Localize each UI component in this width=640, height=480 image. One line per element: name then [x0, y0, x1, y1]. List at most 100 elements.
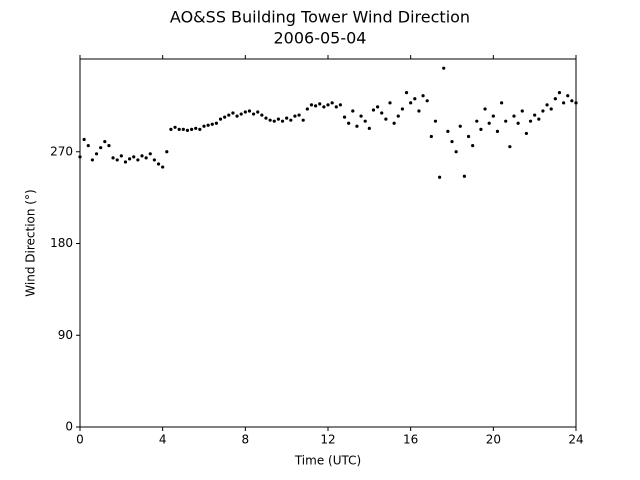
chart-subtitle: 2006-05-04: [274, 29, 367, 48]
point: [520, 109, 524, 113]
point: [136, 158, 140, 162]
point: [537, 117, 541, 121]
point: [413, 97, 417, 101]
point: [218, 117, 223, 121]
point: [466, 134, 471, 139]
x-tick-label: 4: [159, 433, 167, 447]
point: [442, 66, 446, 70]
point: [491, 114, 495, 118]
point: [206, 123, 210, 127]
point: [194, 126, 198, 130]
plot-frame: [79, 58, 577, 428]
point: [99, 146, 103, 150]
point: [380, 111, 384, 115]
point: [86, 144, 90, 148]
point: [330, 101, 334, 105]
point: [541, 109, 545, 113]
point: [363, 119, 367, 123]
point: [301, 118, 305, 122]
point: [210, 122, 214, 126]
x-tick-label: 24: [568, 433, 583, 447]
point: [342, 115, 347, 119]
point: [235, 114, 239, 118]
point: [417, 109, 421, 113]
point: [152, 158, 156, 162]
point: [231, 111, 235, 115]
point: [214, 121, 218, 125]
point: [268, 118, 272, 122]
point: [309, 103, 314, 107]
point: [487, 121, 491, 125]
point: [409, 101, 413, 105]
point: [553, 97, 557, 101]
point: [359, 114, 363, 118]
point: [384, 117, 388, 121]
point: [528, 119, 533, 123]
point: [516, 121, 520, 125]
point: [462, 174, 466, 178]
point: [243, 110, 247, 114]
point: [202, 124, 206, 128]
point: [123, 160, 128, 164]
x-tick-label: 16: [403, 433, 418, 447]
point: [533, 113, 537, 117]
point: [247, 109, 252, 113]
point: [400, 107, 404, 111]
point: [351, 109, 355, 113]
point: [256, 110, 260, 114]
chart-title: AO&SS Building Tower Wind Direction: [170, 8, 470, 27]
point: [322, 105, 326, 109]
point: [198, 127, 202, 131]
point: [471, 144, 475, 148]
point: [140, 154, 144, 158]
point: [392, 121, 396, 125]
point: [495, 129, 500, 133]
point: [190, 127, 194, 131]
point: [508, 145, 512, 149]
point: [483, 107, 487, 111]
x-axis-label: Time (UTC): [294, 454, 361, 468]
point: [132, 155, 136, 159]
point: [239, 112, 243, 116]
point: [276, 117, 280, 121]
point: [475, 119, 479, 123]
point: [260, 113, 264, 117]
y-tick-label: 270: [50, 144, 73, 158]
point: [421, 94, 425, 98]
point: [404, 91, 409, 95]
point: [458, 124, 462, 128]
x-tick-label: 20: [486, 433, 501, 447]
point: [355, 124, 359, 128]
point: [396, 114, 400, 118]
point: [181, 127, 185, 131]
y-tick-label: 180: [50, 236, 73, 250]
point: [347, 121, 351, 125]
point: [264, 116, 268, 120]
point: [297, 113, 301, 117]
point: [148, 152, 152, 156]
point: [367, 126, 371, 130]
point: [252, 112, 256, 116]
point: [280, 119, 285, 123]
point: [165, 150, 169, 154]
point: [566, 94, 570, 98]
point: [318, 102, 322, 106]
point: [376, 105, 380, 109]
point: [314, 104, 318, 108]
point: [144, 156, 148, 160]
point: [128, 157, 132, 161]
point: [557, 91, 562, 95]
point: [454, 150, 458, 154]
point: [185, 128, 190, 132]
point: [305, 107, 309, 111]
point: [82, 137, 86, 142]
point: [177, 127, 181, 131]
point: [570, 99, 574, 103]
point: [338, 103, 342, 107]
point: [107, 144, 111, 148]
point: [562, 101, 566, 105]
point: [169, 127, 173, 131]
point: [173, 125, 177, 129]
point: [371, 108, 376, 112]
